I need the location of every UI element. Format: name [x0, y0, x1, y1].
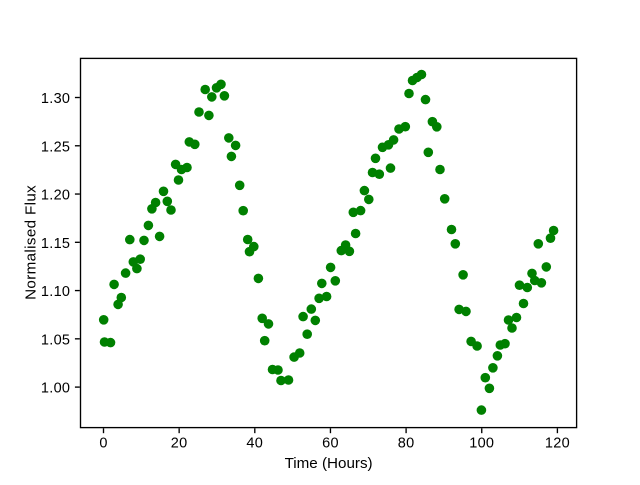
svg-text:120: 120 — [545, 436, 570, 452]
svg-text:80: 80 — [398, 436, 415, 452]
svg-text:60: 60 — [322, 436, 339, 452]
svg-text:Time (Hours): Time (Hours) — [285, 455, 373, 472]
svg-text:1.25: 1.25 — [41, 139, 70, 155]
svg-text:1.15: 1.15 — [41, 236, 70, 252]
svg-text:0: 0 — [99, 436, 107, 452]
svg-text:1.00: 1.00 — [41, 381, 70, 397]
svg-text:1.10: 1.10 — [41, 284, 70, 300]
svg-text:100: 100 — [469, 436, 494, 452]
svg-text:40: 40 — [246, 436, 263, 452]
svg-text:1.30: 1.30 — [41, 91, 70, 107]
svg-text:Normalised Flux: Normalised Flux — [23, 185, 40, 300]
svg-text:1.05: 1.05 — [41, 332, 70, 348]
svg-text:20: 20 — [171, 436, 188, 452]
svg-text:1.20: 1.20 — [41, 188, 70, 204]
